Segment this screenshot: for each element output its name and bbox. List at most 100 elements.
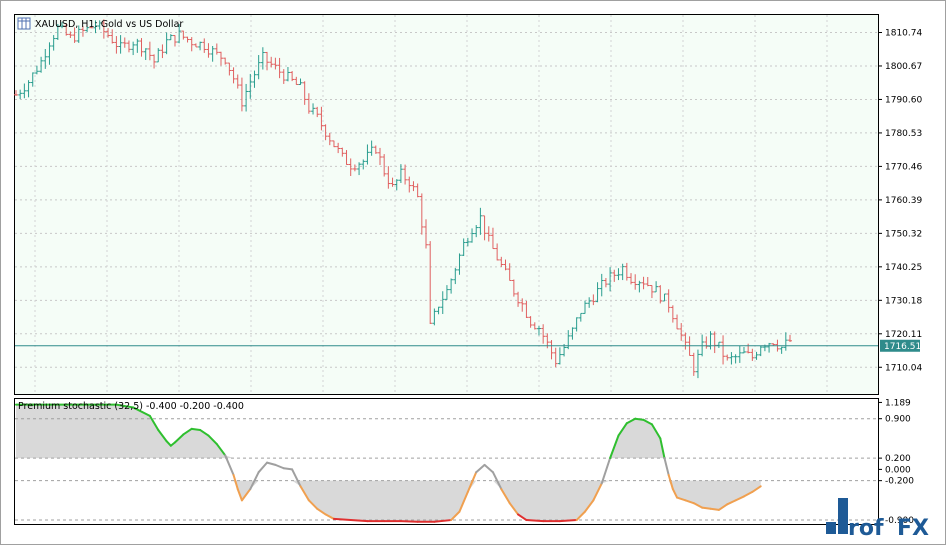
- price-bar: [281, 69, 286, 84]
- price-bar: [43, 49, 48, 69]
- price-bar: [26, 80, 31, 98]
- price-bar: [344, 150, 349, 166]
- price-bar: [520, 298, 525, 312]
- price-bar: [419, 193, 424, 235]
- price-bar: [110, 29, 115, 44]
- indicator-segment: [625, 417, 637, 425]
- chart-title-text: XAUUSD, H1: Gold vs US Dollar: [35, 19, 183, 30]
- indicator-segment: [701, 506, 712, 510]
- price-bar: [47, 42, 52, 65]
- price-bar: [51, 35, 56, 51]
- price-bar: [390, 177, 395, 187]
- price-grid: [15, 15, 878, 394]
- price-bar: [499, 256, 504, 267]
- price-bar: [252, 70, 257, 88]
- price-bar: [361, 159, 366, 170]
- price-bar: [557, 347, 562, 365]
- price-bar: [172, 35, 177, 47]
- price-tick-label: 1730.18: [885, 296, 922, 306]
- indicator-segment: [475, 463, 486, 474]
- price-tick-label: 1770.46: [885, 162, 922, 172]
- indicator-segment: [458, 490, 469, 513]
- current-price-badge: 1716.51: [880, 339, 921, 352]
- indicator-segment: [734, 495, 745, 502]
- indicator-segment: [316, 507, 327, 516]
- price-bar: [608, 267, 613, 292]
- price-bar: [675, 314, 680, 330]
- price-bar: [223, 57, 228, 65]
- price-bar: [428, 241, 433, 324]
- price-bar: [323, 124, 328, 141]
- price-axis: 1810.74 1800.67 1790.60 1780.53 1770.46 1760.…: [878, 28, 922, 373]
- price-bar: [18, 89, 23, 100]
- price-bar: [30, 72, 35, 87]
- indicator-segment: [249, 471, 260, 491]
- indicator-segment: [433, 519, 453, 523]
- price-bar: [503, 259, 508, 271]
- price-bar: [788, 334, 792, 343]
- price-bar: [470, 228, 475, 243]
- indicator-segment: [236, 488, 243, 502]
- price-bar: [139, 38, 144, 57]
- price-bar: [767, 342, 772, 353]
- price-bar: [750, 348, 755, 361]
- indicator-panel[interactable]: Premium stochastic (32,5) -0.400 -0.200 …: [14, 398, 879, 525]
- price-bar: [135, 38, 140, 53]
- price-bar: [273, 57, 278, 70]
- price-bar: [68, 31, 73, 39]
- price-bar: [641, 276, 646, 290]
- price-bar: [122, 37, 127, 48]
- price-bar: [64, 23, 69, 36]
- indicator-segment: [257, 461, 269, 474]
- price-bar: [118, 35, 123, 54]
- price-bar: [168, 34, 173, 41]
- price-bar: [733, 354, 738, 364]
- indicator-segment: [663, 457, 670, 477]
- indicator-segment: [132, 406, 151, 417]
- price-bar: [298, 78, 303, 85]
- indicator-segment: [291, 468, 302, 488]
- price-bar: [629, 273, 634, 285]
- price-bar: [76, 25, 81, 43]
- indicator-segment: [199, 428, 210, 437]
- price-bar: [214, 43, 219, 55]
- price-bar: [285, 66, 290, 82]
- indicator-segment: [717, 503, 729, 511]
- price-bar: [587, 297, 592, 308]
- indicator-segment: [500, 488, 511, 505]
- price-bar: [645, 277, 650, 287]
- price-bar: [72, 27, 77, 43]
- indicator-segment: [508, 502, 520, 516]
- price-bar: [311, 103, 316, 115]
- price-tick-label: 1810.74: [885, 28, 922, 38]
- price-bar: [193, 43, 198, 48]
- price-panel[interactable]: XAUUSD, H1: Gold vs US Dollar: [14, 14, 879, 395]
- price-bar: [574, 317, 579, 332]
- price-bar: [436, 306, 441, 315]
- price-bar: [265, 51, 270, 71]
- price-bar: [666, 289, 671, 313]
- price-bar: [721, 335, 726, 365]
- svg-text:rof: rof: [848, 516, 884, 541]
- indicator-segment: [282, 467, 294, 471]
- indicator-segment: [709, 507, 720, 511]
- price-bar: [582, 300, 587, 314]
- indicator-segment: [609, 434, 620, 460]
- price-bar: [649, 284, 654, 299]
- price-bar: [524, 300, 529, 319]
- price-bar: [164, 32, 169, 55]
- indicator-tick-label: -0.200: [885, 477, 914, 487]
- price-bar: [306, 93, 311, 114]
- price-bar: [231, 67, 236, 84]
- indicator-tick-label: 1.189: [885, 398, 911, 408]
- price-tick-label: 1720.11: [885, 330, 922, 340]
- chart-title: XAUUSD, H1: Gold vs US Dollar: [17, 17, 183, 30]
- price-bar: [93, 20, 98, 34]
- price-bar: [39, 56, 44, 73]
- price-bar: [758, 345, 763, 357]
- indicator-segment: [207, 434, 218, 446]
- indicator-segment: [148, 414, 160, 431]
- price-bar: [453, 267, 458, 285]
- indicator-segment: [642, 418, 653, 426]
